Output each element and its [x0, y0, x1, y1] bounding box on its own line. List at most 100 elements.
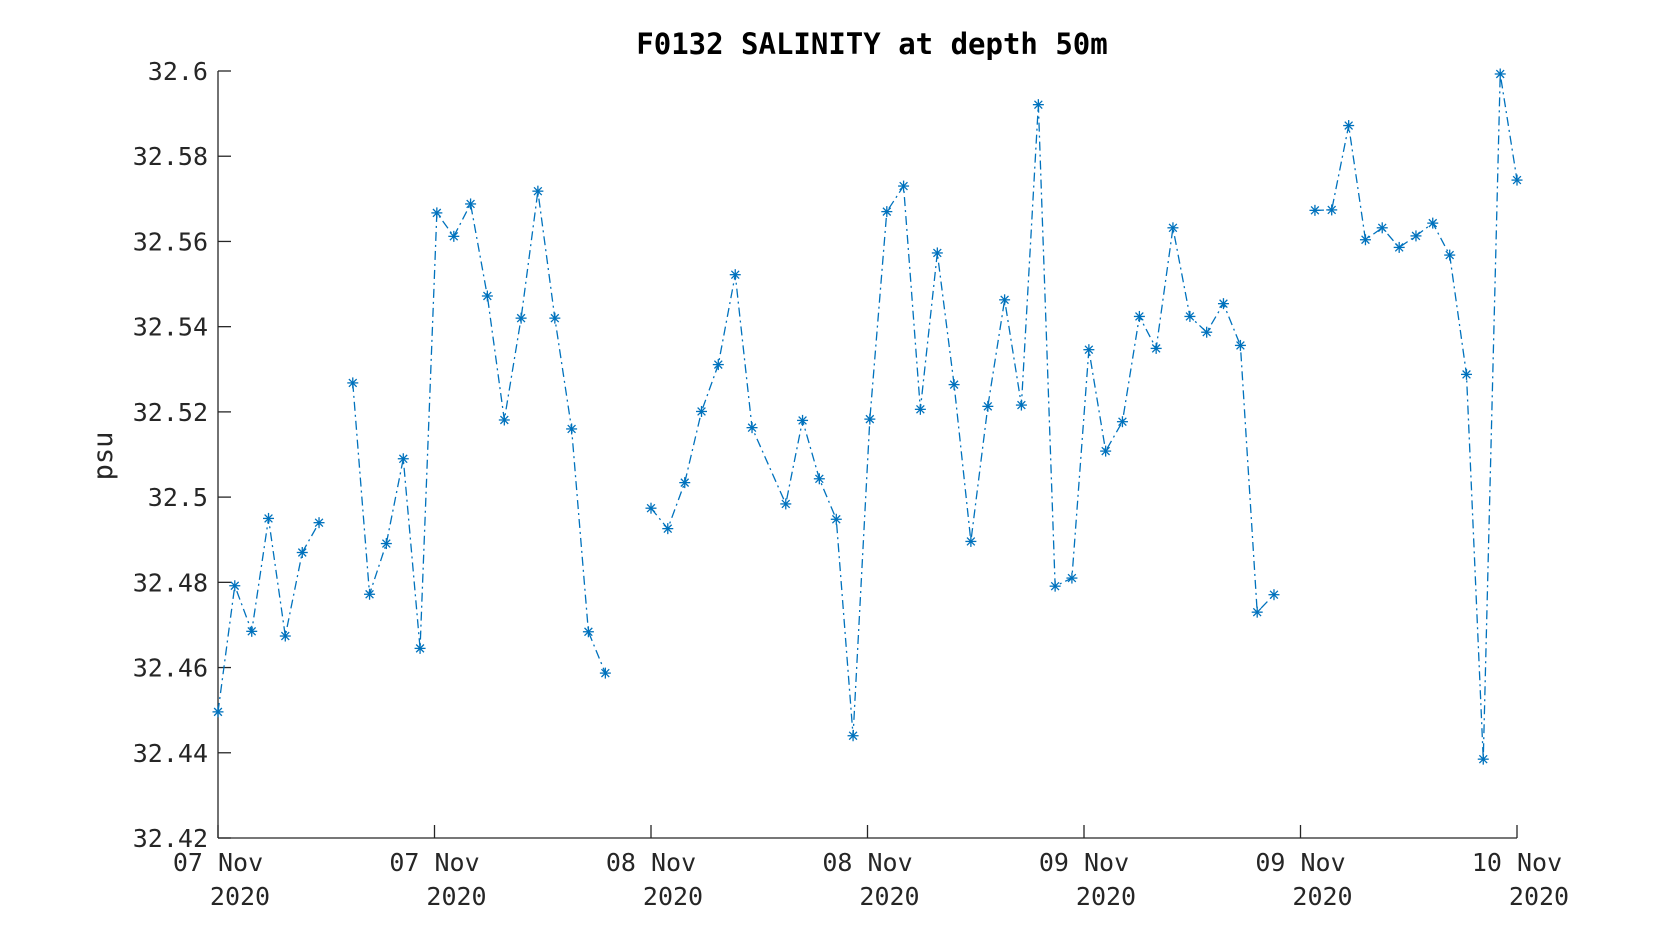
x-tick-label-year: 2020 [210, 882, 270, 911]
y-axis-label: psu [88, 432, 119, 481]
data-point-marker [1494, 68, 1506, 80]
data-point-marker [380, 538, 392, 550]
data-point-marker [645, 502, 657, 514]
x-tick-label-year: 2020 [1509, 882, 1569, 911]
axes [217, 71, 1517, 839]
data-point-marker [582, 626, 594, 638]
data-point-marker [864, 413, 876, 425]
data-point-marker [279, 630, 291, 642]
data-point-marker [1460, 368, 1472, 380]
data-point-marker [1251, 606, 1263, 618]
data-point-marker [229, 580, 241, 592]
data-point-marker [662, 523, 674, 535]
y-tick-label: 32.54 [133, 313, 208, 342]
data-point-marker [1083, 344, 1095, 356]
y-tick-label: 32.5 [148, 483, 208, 512]
data-point-marker [931, 247, 943, 259]
x-tick-label-year: 2020 [643, 882, 703, 911]
data-point-marker [898, 180, 910, 192]
data-point-marker [830, 513, 842, 525]
x-tick-label-day: 10 Nov [1472, 848, 1562, 877]
y-tick-label: 32.48 [133, 568, 208, 597]
data-point-marker [246, 625, 258, 637]
data-point-marker [364, 588, 376, 600]
x-tick-label-year: 2020 [426, 882, 486, 911]
data-point-marker [1326, 204, 1338, 216]
data-point-marker [965, 535, 977, 547]
data-point-marker [296, 547, 308, 559]
x-tick-label-day: 07 Nov [389, 848, 479, 877]
data-point-marker [1015, 399, 1027, 411]
data-point-marker [549, 312, 561, 324]
data-point-marker [1150, 342, 1162, 354]
data-point-marker [1343, 120, 1355, 132]
data-point-marker [982, 400, 994, 412]
series-line-segment [217, 518, 320, 712]
data-point-marker [797, 414, 809, 426]
x-tick-label-year: 2020 [859, 882, 919, 911]
chart-title: F0132 SALINITY at depth 50m [636, 27, 1107, 61]
data-point-marker [431, 207, 443, 219]
data-point-marker [498, 414, 510, 426]
data-point-marker [1049, 580, 1061, 592]
data-point-marker [212, 706, 224, 718]
x-tick-label-day: 09 Nov [1039, 848, 1129, 877]
data-point-marker [780, 498, 792, 510]
data-point-marker [414, 642, 426, 654]
data-point-marker [1133, 310, 1145, 322]
data-point-marker [847, 730, 859, 742]
y-tick-label: 32.56 [133, 227, 208, 256]
y-tick-label: 32.42 [133, 824, 208, 853]
data-point-marker [746, 422, 758, 434]
y-tick-label: 32.6 [148, 57, 208, 86]
x-tick-label-year: 2020 [1076, 882, 1136, 911]
data-point-marker [1032, 99, 1044, 111]
data-point-marker [914, 403, 926, 415]
data-point-marker [1477, 753, 1489, 765]
x-tick-label-day: 08 Nov [606, 848, 696, 877]
data-point-marker [1184, 310, 1196, 322]
data-point-marker [999, 294, 1011, 306]
data-point-marker [397, 453, 409, 465]
data-point-marker [1100, 445, 1112, 457]
data-point-marker [1234, 339, 1246, 351]
data-point-marker [448, 230, 460, 242]
data-point-marker [1427, 217, 1439, 229]
axis-ticks: 32.42 32.44 32.46 32.48 32.5 32.52 32.54 32.56 3… [133, 57, 1569, 911]
data-point-marker [1116, 416, 1128, 428]
data-point-marker [679, 477, 691, 489]
series-line-segment [650, 104, 1275, 736]
data-point-marker [1410, 230, 1422, 242]
y-tick-label: 32.52 [133, 398, 208, 427]
data-point-marker [532, 185, 544, 197]
data-point-marker [313, 517, 325, 529]
data-point-marker [599, 667, 611, 679]
data-point-marker [566, 423, 578, 435]
data-point-marker [1309, 204, 1321, 216]
data-point-marker [1376, 222, 1388, 234]
data-point-marker [1201, 326, 1213, 338]
data-point-marker [1167, 222, 1179, 234]
data-point-marker [1444, 249, 1456, 261]
data-point-marker [1393, 241, 1405, 253]
data-point-marker [712, 359, 724, 371]
y-tick-label: 32.46 [133, 654, 208, 683]
y-tick-label: 32.58 [133, 142, 208, 171]
data-point-marker [1511, 174, 1523, 186]
data-point-marker [1359, 234, 1371, 246]
data-point-marker [465, 198, 477, 210]
salinity-markers [212, 68, 1523, 765]
data-point-marker [1217, 298, 1229, 310]
x-tick-label-day: 07 Nov [173, 848, 263, 877]
data-point-marker [813, 473, 825, 485]
data-point-marker [948, 379, 960, 391]
data-point-marker [263, 512, 275, 524]
data-point-marker [1066, 572, 1078, 584]
data-point-marker [729, 269, 741, 281]
x-tick-label-day: 09 Nov [1255, 848, 1345, 877]
data-point-marker [481, 290, 493, 302]
series-line-segment [1314, 73, 1518, 760]
data-point-marker [347, 377, 359, 389]
series-line-segment [352, 191, 606, 674]
